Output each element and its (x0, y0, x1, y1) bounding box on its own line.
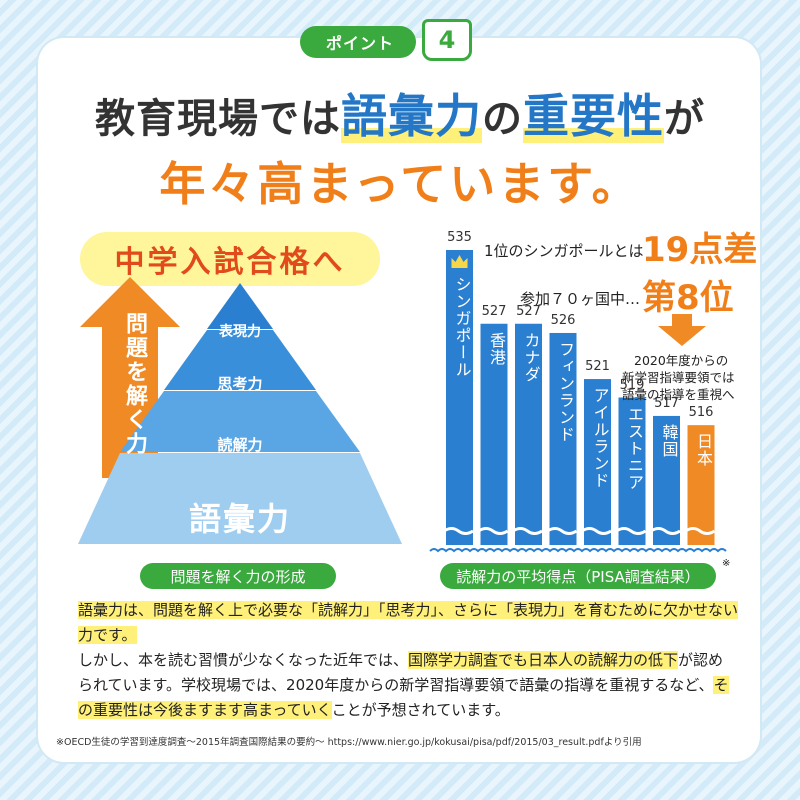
bar-break-4 (581, 527, 612, 535)
policy-note: 2020年度からの 新学習指導要領では 語彙の指導を重視へ (622, 352, 762, 403)
headline-line1: 教育現場では語彙力の重要性が (0, 80, 800, 146)
point-badge: ポイント 4 (300, 19, 490, 62)
bar-category-5: エストニア (625, 405, 644, 491)
bar-value-0: 535 (447, 230, 472, 245)
gap-note-text: 1位のシンガポールとは (484, 242, 644, 260)
bar-value-6: 517 (654, 395, 679, 411)
body-highlight: 国際学力調査でも日本人の読解力の低下 (408, 651, 679, 669)
bar-category-7: 日本 (694, 433, 713, 468)
bar-value-3: 526 (550, 312, 576, 328)
down-arrow-icon (658, 314, 706, 346)
bar-break-3 (546, 527, 578, 535)
body-text-span: しかし、本を読む習慣が少なくなった近年では、 (78, 651, 409, 669)
crown-icon (451, 255, 468, 268)
pyramid-caption: 問題を解く力の形成 (140, 563, 336, 589)
point-label: ポイント (300, 26, 417, 58)
bar-break-6 (650, 527, 681, 535)
headline-line2: 年々高まっています。 (159, 157, 641, 211)
headline-text: が (664, 96, 705, 142)
bar-value-1: 527 (481, 303, 507, 319)
bar-break-1 (477, 527, 509, 535)
pyramid-label-reading: 読解力 (217, 436, 263, 454)
pyramid-layer-3 (120, 391, 360, 452)
bar-category-4: アイルランド (590, 387, 610, 490)
chart-baseline (429, 548, 727, 553)
pyramid-layer-2 (164, 330, 316, 390)
bar-2 (515, 323, 542, 545)
bar-6 (653, 415, 680, 545)
bar-3 (549, 332, 577, 545)
pyramid-layer-1 (207, 283, 273, 329)
chart-caption: 読解力の平均得点（PISA調査結果） (440, 563, 716, 589)
arrow-text: 問題を解く力 (122, 312, 147, 456)
rank-note-value: 第8位 (642, 278, 734, 318)
point-number: 4 (422, 19, 473, 61)
headline-text: 教育現場では (95, 96, 341, 142)
policy-line: 語彙の指導を重視へ (622, 387, 735, 402)
bar-4 (584, 379, 611, 545)
body-text: 語彙力は、問題を解く上で必要な「読解力」「思考力」、さらに「表現力」を育むために… (78, 598, 739, 723)
pyramid-label-thinking: 思考力 (217, 375, 263, 393)
gap-note: 1位のシンガポールとは (484, 240, 644, 261)
body-paragraph-1: 語彙力は、問題を解く上で必要な「読解力」「思考力」、さらに「表現力」を育むために… (78, 601, 739, 644)
rank-note: 参加７０ヶ国中… (520, 290, 641, 308)
bar-value-7: 516 (688, 405, 714, 421)
bar-5 (618, 397, 646, 545)
body-text-span: が認められています。学校現場では、2020年度からの新学習指導要領で語彙の指導を… (78, 651, 724, 694)
body-paragraph-2: しかし、本を読む習慣が少なくなった近年では、国際学力調査でも日本人の読解力の低下… (78, 648, 738, 723)
bar-category-2: カナダ (521, 331, 541, 383)
pyramid-label-vocabulary: 語彙力 (188, 500, 291, 538)
body-text-span: ことが予想されています。 (331, 701, 510, 719)
bar-value-4: 521 (585, 359, 610, 375)
bar-category-1: 香港 (487, 331, 506, 366)
bar-break-7 (684, 527, 716, 535)
bar-7 (687, 425, 715, 545)
policy-line: 2020年度からの (634, 353, 729, 368)
goal-banner: 中学入試合格へ (80, 232, 380, 286)
bar-break-0 (443, 527, 474, 535)
bar-category-6: 韓国 (659, 423, 679, 458)
bar-value-2: 527 (516, 303, 541, 319)
gap-note-value: 19点差 (642, 230, 758, 270)
policy-line: 新学習指導要領では (622, 370, 735, 385)
chart-caption-mark: ※ (722, 558, 731, 569)
headline-text: の (482, 96, 523, 142)
headline-highlight: 重要性 (523, 89, 664, 143)
pyramid-layer-4 (78, 453, 402, 544)
bar-break-5 (615, 527, 647, 535)
bar-category-3: フィンランド (556, 340, 575, 443)
bar-category-0: シンガポール (452, 276, 472, 378)
bar-1 (480, 323, 508, 545)
bar-value-5: 519 (619, 377, 645, 393)
source-footnote: ※OECD生徒の学習到達度調査～2015年調査国際結果の要約～ https://… (56, 737, 642, 748)
headline-highlight: 語彙力 (341, 89, 482, 143)
bar-0 (446, 250, 473, 545)
pyramid-label-expression: 表現力 (219, 324, 261, 340)
bar-break-2 (512, 527, 543, 535)
